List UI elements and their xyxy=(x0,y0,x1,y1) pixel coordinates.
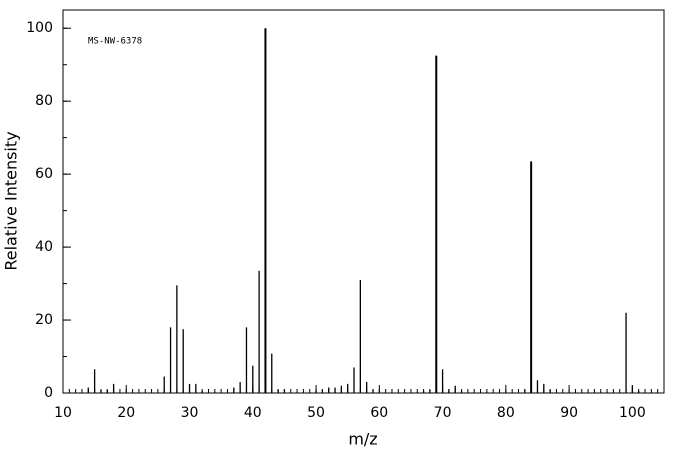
y-tick-label: 40 xyxy=(35,239,53,255)
y-tick-label: 60 xyxy=(35,166,53,182)
y-tick-label: 80 xyxy=(35,93,53,109)
y-tick-label: 100 xyxy=(26,20,53,36)
x-tick-label: 100 xyxy=(619,405,646,421)
annotation: MS-NW-6378 xyxy=(88,37,142,47)
x-tick-label: 40 xyxy=(244,405,262,421)
y-axis-label: Relative Intensity xyxy=(2,131,21,270)
x-tick-label: 50 xyxy=(307,405,325,421)
x-axis-label: m/z xyxy=(348,430,377,449)
x-tick-label: 60 xyxy=(370,405,388,421)
x-tick-label: 20 xyxy=(117,405,135,421)
x-tick-label: 10 xyxy=(54,405,72,421)
x-tick-label: 30 xyxy=(181,405,199,421)
x-tick-label: 90 xyxy=(560,405,578,421)
x-tick-label: 80 xyxy=(497,405,515,421)
plot-frame xyxy=(62,9,665,394)
y-tick-label: 0 xyxy=(44,385,53,401)
y-tick-label: 20 xyxy=(35,312,53,328)
x-tick-label: 70 xyxy=(434,405,452,421)
